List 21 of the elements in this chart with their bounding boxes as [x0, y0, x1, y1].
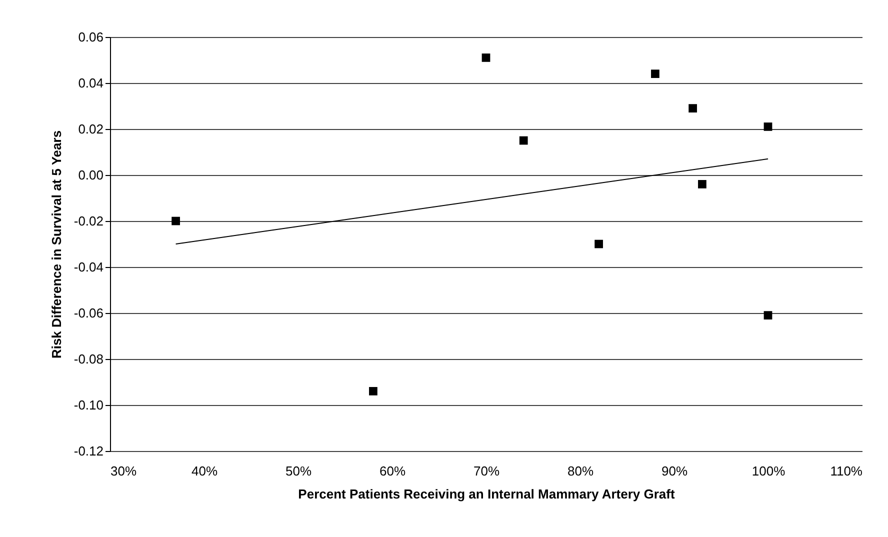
- y-tick-label: -0.06: [74, 306, 104, 320]
- x-tick-label: 80%: [567, 464, 594, 478]
- x-tick-label: 40%: [191, 464, 218, 478]
- x-tick-label: 60%: [379, 464, 406, 478]
- x-tick-label: 50%: [285, 464, 312, 478]
- y-tick-label: 0.04: [78, 76, 104, 90]
- y-tick-label: -0.08: [74, 352, 104, 366]
- y-tick-label: 0.06: [78, 30, 104, 44]
- x-tick-label: 100%: [752, 464, 786, 478]
- x-tick-label: 110%: [830, 464, 863, 478]
- y-tick-label: -0.04: [74, 260, 104, 274]
- y-tick-label: -0.12: [74, 444, 104, 458]
- x-tick-label: 70%: [473, 464, 500, 478]
- x-tick-label: 30%: [110, 464, 137, 478]
- y-axis-title: Risk Difference in Survival at 5 Years: [48, 130, 64, 359]
- y-tick-label: -0.02: [74, 214, 104, 228]
- y-tick-label: 0.00: [78, 168, 104, 182]
- y-tick-label: -0.10: [74, 398, 104, 412]
- y-tick-label: 0.02: [78, 122, 104, 136]
- x-tick-label: 90%: [661, 464, 688, 478]
- x-axis-title: Percent Patients Receiving an Internal Mammary Artery Graft: [298, 486, 676, 502]
